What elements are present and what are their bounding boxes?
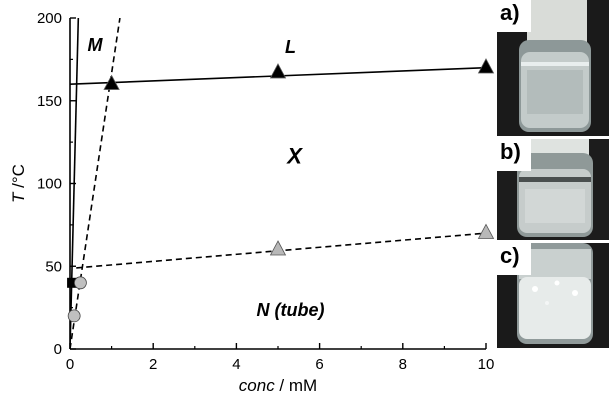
region-label-l: L <box>285 37 296 57</box>
photo-panel-b: b) <box>497 139 609 240</box>
y-tick-label: 50 <box>45 258 62 275</box>
photo-label-c: c) <box>500 243 520 268</box>
vial-photo-c <box>497 243 609 348</box>
x-tick-label: 0 <box>66 356 74 373</box>
x-tick-label: 8 <box>399 356 407 373</box>
triangle-marker <box>477 223 495 239</box>
region-label-x: X <box>285 144 303 169</box>
triangle-marker <box>477 58 495 74</box>
x-tick-label: 4 <box>232 356 240 373</box>
x-tick-label: 2 <box>149 356 157 373</box>
photo-label-a: a) <box>500 0 520 25</box>
x-axis-label: conc / mM <box>239 376 317 395</box>
triangle-marker <box>269 63 287 79</box>
circle-marker <box>67 309 81 323</box>
square-marker <box>67 277 78 288</box>
y-tick-label: 200 <box>37 10 62 27</box>
y-axis-label: T /°C <box>9 164 28 203</box>
circle-marker <box>74 276 87 290</box>
phase-boundary-line-dashed <box>70 18 121 349</box>
photo-label-box-a <box>497 0 531 32</box>
x-tick-label: 10 <box>478 356 495 373</box>
y-tick-label: 100 <box>37 176 62 193</box>
photo-label-b: b) <box>500 139 521 164</box>
x-tick-label: 6 <box>315 356 323 373</box>
region-label-m: M <box>87 35 103 55</box>
phase-boundary-line-solid <box>70 18 80 349</box>
vial-photo-b <box>497 139 609 240</box>
y-tick-label: 0 <box>54 341 62 358</box>
triangle-marker <box>103 74 120 90</box>
photo-label-box-c <box>497 243 531 275</box>
photo-panel-a: a) <box>497 0 609 136</box>
region-label-n: N (tube) <box>256 300 324 320</box>
photo-panel-c: c) <box>497 243 609 348</box>
photo-label-box-b <box>497 139 531 171</box>
triangle-marker <box>269 240 287 256</box>
y-tick-label: 150 <box>37 93 62 110</box>
